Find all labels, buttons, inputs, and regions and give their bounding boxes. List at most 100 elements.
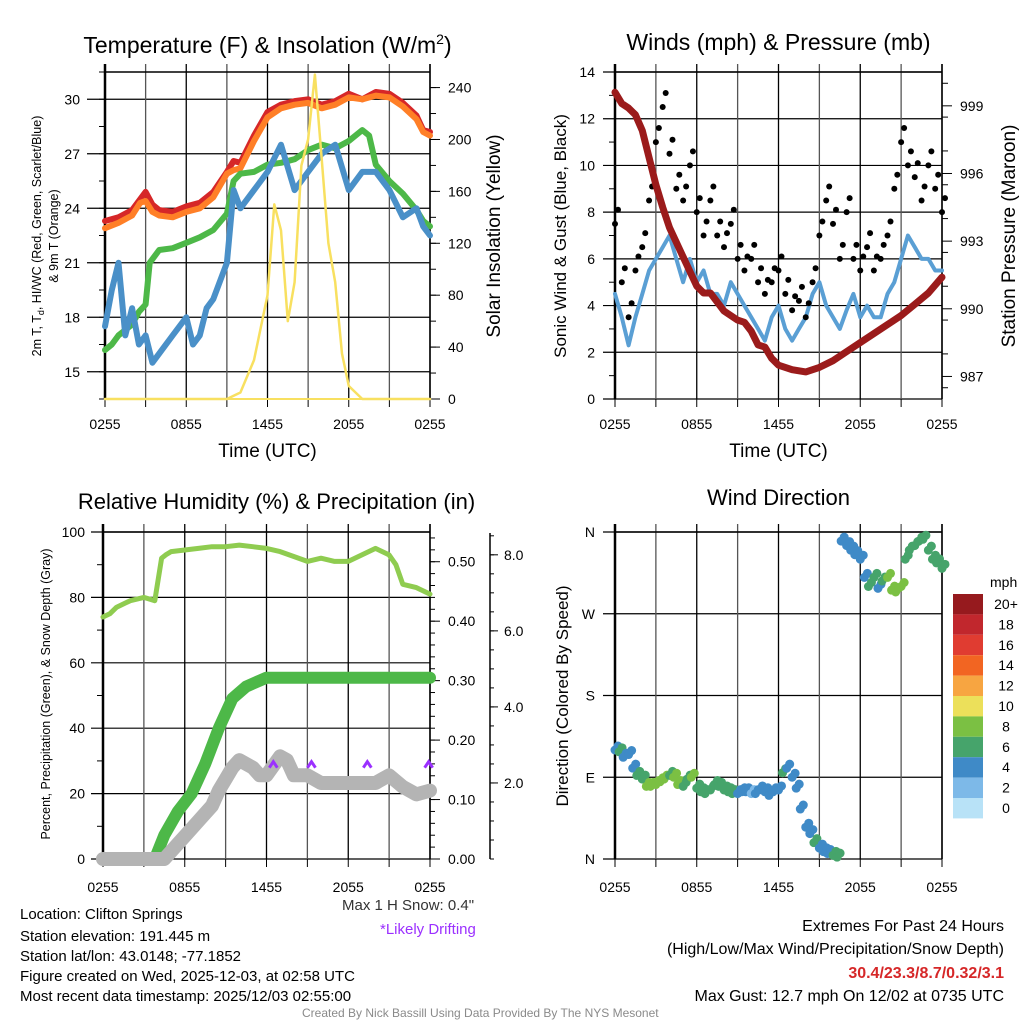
y2-tick-label: 0 <box>448 391 456 407</box>
gust-point <box>802 314 809 321</box>
y-tick-label: 60 <box>69 655 85 671</box>
direction-point <box>940 559 950 569</box>
wind-direction-chart: N E S W N Wind Direction 0255 0855 1455 2055 0255 D… <box>553 485 1018 895</box>
gust-point <box>864 244 871 251</box>
gust-point <box>758 265 765 272</box>
x-axis-label: Time (UTC) <box>218 441 317 462</box>
gust-point <box>880 241 887 248</box>
gust-point <box>676 171 683 178</box>
gust-point <box>907 148 914 155</box>
gust-point <box>860 253 867 260</box>
elevation-text: Station elevation: 191.445 m <box>20 928 211 945</box>
gust-point <box>891 185 898 192</box>
gust-point <box>683 183 690 190</box>
y3-tick-label: 4.0 <box>504 699 524 715</box>
gust-point <box>839 241 846 248</box>
y-tick-label: 12 <box>579 111 595 127</box>
gust-point <box>703 218 710 225</box>
gust-point <box>857 267 864 274</box>
y3-tick-label: 6.0 <box>504 623 524 639</box>
gust-point <box>805 300 812 307</box>
direction-point <box>627 746 637 756</box>
gust-point <box>673 185 680 192</box>
legend-swatch <box>953 675 983 696</box>
temperature-chart: 15 18 21 24 27 30 0 40 80 120 160 200 240 Temperature… <box>30 31 505 462</box>
gust-point <box>782 290 789 297</box>
y2-tick-label: 80 <box>448 287 464 303</box>
y-tick-label: E <box>586 769 595 785</box>
max-gust-text: Max Gust: 12.7 mph On 12/02 at 0735 UTC <box>694 988 1005 1005</box>
y-tick-label: N <box>585 524 595 540</box>
gust-point <box>621 265 628 272</box>
extremes-values: 30.4/23.3/8.7/0.32/3.1 <box>848 965 1004 982</box>
gust-point <box>884 232 891 239</box>
direction-point <box>672 768 682 778</box>
direction-point <box>798 800 808 810</box>
x-tick-label: 0855 <box>681 416 712 432</box>
legend-label: 2 <box>1002 780 1010 796</box>
x-tick-label: 1455 <box>252 416 283 432</box>
y-tick-label: 80 <box>69 589 85 605</box>
y2-tick-label: 120 <box>448 235 472 251</box>
x-tick-label: 0255 <box>414 416 445 432</box>
gust-point <box>618 279 625 286</box>
x-tick-label: 0255 <box>599 416 630 432</box>
gust-point <box>918 197 925 204</box>
gust-point <box>707 197 714 204</box>
gust-point <box>730 206 737 213</box>
legend-label: 4 <box>1002 759 1010 775</box>
gust-point <box>724 230 730 237</box>
x-tick-label: 1455 <box>251 879 282 895</box>
gust-point <box>894 171 901 178</box>
gust-point <box>877 255 884 262</box>
y-tick-label: W <box>582 606 596 622</box>
legend-swatch <box>953 594 983 615</box>
gust-point <box>785 276 792 283</box>
direction-point <box>790 768 800 778</box>
chart-title: Temperature (F) & Insolation (W/m2) <box>83 31 451 58</box>
gust-point <box>721 244 727 251</box>
drift-mark <box>423 758 434 769</box>
gust-point <box>789 307 796 314</box>
extremes-title: Extremes For Past 24 Hours <box>802 918 1004 935</box>
legend-label: 12 <box>998 678 1014 694</box>
y-tick-label: N <box>585 851 595 867</box>
gust-point <box>939 209 945 216</box>
series-9m-t <box>102 92 433 232</box>
legend-swatch <box>953 798 983 819</box>
legend-swatch <box>953 736 983 758</box>
x-tick-label: 1455 <box>763 879 794 895</box>
y-tick-label: 0 <box>587 391 595 407</box>
credit-text: Created By Nick Bassill Using Data Provi… <box>302 1006 659 1020</box>
gust-point <box>850 255 857 262</box>
legend-swatch <box>953 696 983 717</box>
gust-point <box>921 183 928 190</box>
direction-point <box>640 770 650 780</box>
y2-axis-label: Station Pressure (Maroon) <box>999 125 1020 348</box>
drift-mark <box>306 758 317 769</box>
gust-point <box>911 174 918 181</box>
y2-tick-label: 0.20 <box>448 732 475 748</box>
y2-tick-label: 987 <box>960 368 984 384</box>
gust-point <box>830 220 836 227</box>
gust-point <box>635 253 642 260</box>
gust-point <box>669 136 676 143</box>
direction-point <box>812 834 822 844</box>
series-snow <box>96 749 437 866</box>
gust-point <box>642 230 649 237</box>
y-axis-label: Percent, Precipitation (Green), & Snow D… <box>39 548 53 839</box>
gust-point <box>833 206 839 213</box>
y2-tick-label: 0.00 <box>448 851 475 867</box>
gust-point <box>652 139 659 146</box>
gust-point <box>680 197 687 204</box>
gust-point <box>612 220 618 227</box>
x-tick-label: 0255 <box>926 416 957 432</box>
x-tick-label: 0255 <box>599 879 630 895</box>
direction-point <box>935 554 945 564</box>
gust-point <box>778 253 785 260</box>
y2-tick-label: 160 <box>448 183 472 199</box>
y2-tick-label: 999 <box>960 98 984 114</box>
gust-point <box>898 139 905 146</box>
chart-title: Relative Humidity (%) & Precipitation (i… <box>78 489 475 514</box>
gust-point <box>809 279 816 286</box>
